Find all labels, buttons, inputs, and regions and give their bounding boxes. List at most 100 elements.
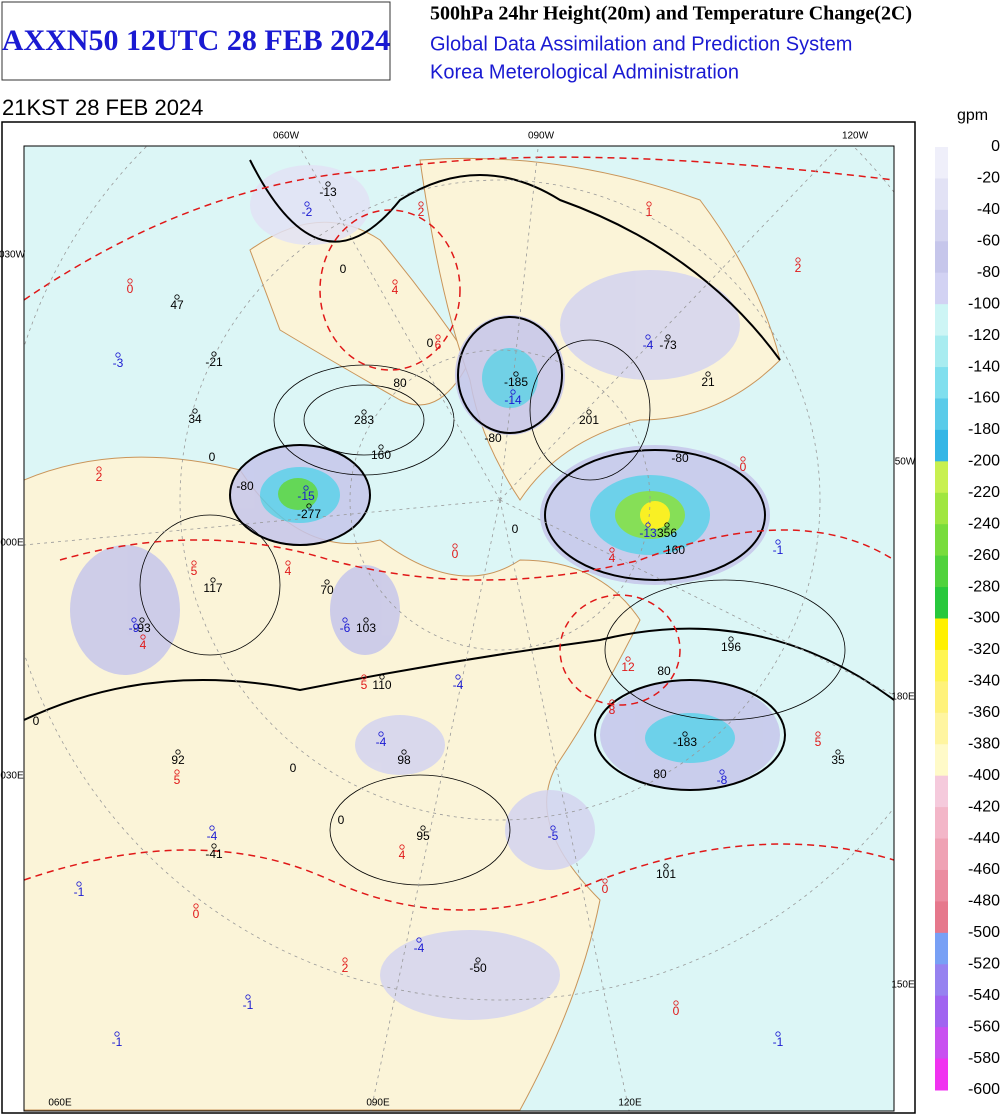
center-marker <box>835 749 841 755</box>
value-label: 1 <box>646 205 653 219</box>
value-label: 5 <box>191 564 198 578</box>
value-label: -183 <box>673 735 697 749</box>
center-marker <box>455 674 461 680</box>
colorbar-swatch <box>935 649 948 682</box>
value-label: -13 <box>319 185 337 199</box>
value-label: -4 <box>453 678 464 692</box>
center-marker <box>719 769 725 775</box>
contour-label: 160 <box>665 543 685 557</box>
value-label: -1 <box>243 998 254 1012</box>
colorbar-swatch <box>935 1058 948 1091</box>
center-marker <box>131 617 137 623</box>
value-label: 8 <box>609 703 616 717</box>
center-marker <box>285 560 291 566</box>
contour-label: -80 <box>671 451 689 465</box>
center-marker <box>76 881 82 887</box>
center-marker <box>306 503 312 509</box>
value-label: -93 <box>133 621 151 635</box>
value-label: -5 <box>548 829 559 843</box>
colorbar-swatch <box>935 209 948 242</box>
colorbar-swatch <box>935 1027 948 1060</box>
center-marker <box>211 843 217 849</box>
colorbar-label: -240 <box>968 515 1000 532</box>
value-label: -4 <box>414 941 425 955</box>
colorbar-label: -60 <box>977 233 1000 250</box>
colorbar-label: -520 <box>968 955 1000 972</box>
value-label: 0 <box>673 1004 680 1018</box>
center-marker <box>363 617 369 623</box>
center-marker <box>304 201 310 207</box>
value-label: -6 <box>340 621 351 635</box>
colorbar-swatch <box>935 964 948 997</box>
contour-label: -80 <box>484 431 502 445</box>
colorbar-label: -600 <box>968 1081 1000 1098</box>
value-label: -4 <box>207 829 218 843</box>
value-label: -73 <box>659 338 677 352</box>
chart-id: AXXN50 12UTC 28 FEB 2024 <box>2 24 390 57</box>
value-label: 35 <box>831 753 845 767</box>
colorbar-label: -120 <box>968 327 1000 344</box>
colorbar-swatch <box>935 147 948 179</box>
center-marker <box>510 389 516 395</box>
colorbar-label: -400 <box>968 767 1000 784</box>
value-label: 21 <box>701 375 715 389</box>
value-label: 47 <box>170 298 184 312</box>
center-marker <box>324 579 330 585</box>
value-label: 201 <box>579 413 599 427</box>
colorbar-label: -20 <box>977 170 1000 187</box>
center-marker <box>209 825 215 831</box>
value-label: 117 <box>203 581 222 595</box>
value-label: 2 <box>795 261 802 275</box>
colorbar-swatch <box>935 995 948 1028</box>
center-marker <box>175 749 181 755</box>
value-label: -185 <box>504 375 528 389</box>
center-marker <box>663 863 669 869</box>
center-marker <box>174 294 180 300</box>
value-label: 4 <box>285 564 292 578</box>
center-marker <box>210 577 216 583</box>
grid-label: 060W <box>273 131 300 142</box>
agency: Korea Meterological Administration <box>430 61 739 83</box>
height-contours <box>24 159 894 886</box>
grid-label: 180E <box>891 692 915 703</box>
contour-label: 0 <box>290 761 297 775</box>
value-label: 0 <box>602 882 609 896</box>
colorbar-swatch <box>935 398 948 431</box>
center-marker <box>646 201 652 207</box>
colorbar-swatch <box>935 492 948 525</box>
colorbar-swatch <box>935 681 948 714</box>
map-inner-frame <box>23 145 895 1112</box>
contour-label: 0 <box>340 262 347 276</box>
center-marker <box>127 278 133 284</box>
value-label: 70 <box>320 583 334 597</box>
value-label: 110 <box>372 678 391 692</box>
grid-label: 030W <box>0 250 26 261</box>
value-label: 5 <box>361 678 368 692</box>
center-marker <box>115 352 121 358</box>
center-marker <box>775 539 781 545</box>
value-label: 4 <box>392 283 399 297</box>
center-marker <box>342 617 348 623</box>
contour-label: 0 <box>338 813 345 827</box>
colorbar-label: -360 <box>968 704 1000 721</box>
center-marker <box>211 351 217 357</box>
value-label: 2 <box>342 961 349 975</box>
colorbar-label: -560 <box>968 1018 1000 1035</box>
value-label: 101 <box>656 867 676 881</box>
anomaly-shading <box>70 165 780 1020</box>
colorbar-swatch <box>935 429 948 462</box>
center-marker <box>361 674 367 680</box>
value-label: 283 <box>354 413 374 427</box>
grid-label: 060E <box>48 1098 72 1109</box>
center-marker <box>586 409 592 415</box>
center-marker <box>682 731 688 737</box>
contour-label: 0 <box>427 336 434 350</box>
colorbar-label: -100 <box>968 295 1000 312</box>
center-marker <box>625 656 631 662</box>
center-marker <box>193 903 199 909</box>
value-label: -8 <box>717 773 728 787</box>
colorbar-swatch <box>935 461 948 494</box>
center-marker <box>325 181 331 187</box>
value-label: 4 <box>140 638 147 652</box>
